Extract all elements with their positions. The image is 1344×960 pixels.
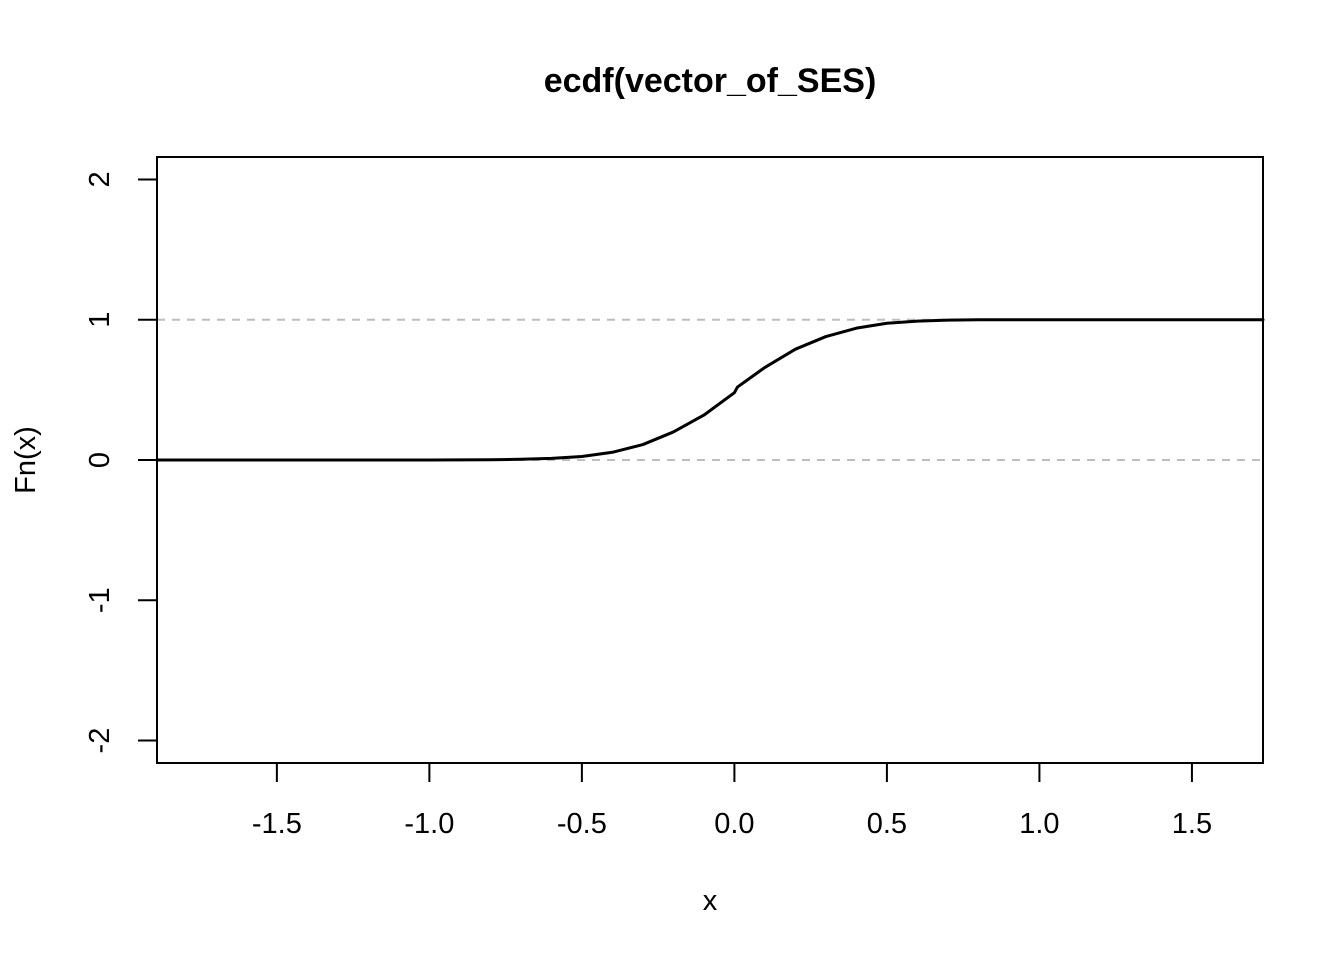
y-tick-label: 1 <box>84 312 116 328</box>
x-tick-label: -1.5 <box>252 808 302 840</box>
x-tick-label: 1.0 <box>1019 808 1059 840</box>
x-axis: -1.5 -1.0 -0.5 0.0 0.5 1.0 1.5 <box>252 763 1212 840</box>
y-tick-label: 2 <box>84 171 116 187</box>
x-tick-label: 0.5 <box>867 808 907 840</box>
x-tick-label: -0.5 <box>557 808 607 840</box>
chart-title: ecdf(vector_of_SES) <box>544 62 877 100</box>
ecdf-curve <box>155 318 1265 462</box>
y-tick-label: -1 <box>84 587 116 613</box>
y-tick-label: 0 <box>84 452 116 468</box>
ecdf-curve-layer <box>155 318 1265 462</box>
reference-lines <box>157 318 1263 461</box>
x-tick-label: 1.5 <box>1172 808 1212 840</box>
y-tick-label: -2 <box>84 728 116 754</box>
x-axis-label: x <box>703 885 718 917</box>
y-axis: -2 -1 0 1 2 <box>84 171 157 753</box>
x-tick-label: -1.0 <box>404 808 454 840</box>
x-tick-label: 0.0 <box>714 808 754 840</box>
y-axis-label: Fn(x) <box>10 426 42 494</box>
